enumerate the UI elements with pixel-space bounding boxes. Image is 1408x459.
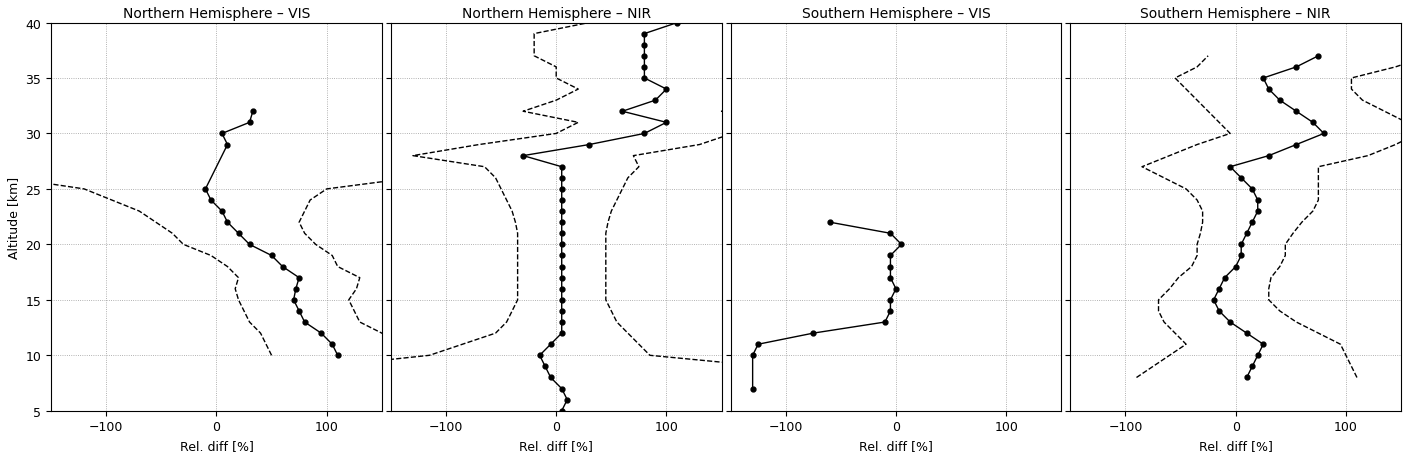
Title: Southern Hemisphere – VIS: Southern Hemisphere – VIS <box>801 7 990 21</box>
Y-axis label: Altitude [km]: Altitude [km] <box>7 176 20 258</box>
X-axis label: Rel. diff [%]: Rel. diff [%] <box>1198 439 1273 452</box>
X-axis label: Rel. diff [%]: Rel. diff [%] <box>859 439 934 452</box>
X-axis label: Rel. diff [%]: Rel. diff [%] <box>520 439 593 452</box>
X-axis label: Rel. diff [%]: Rel. diff [%] <box>179 439 253 452</box>
Title: Northern Hemisphere – NIR: Northern Hemisphere – NIR <box>462 7 650 21</box>
Title: Southern Hemisphere – NIR: Southern Hemisphere – NIR <box>1140 7 1331 21</box>
Title: Northern Hemisphere – VIS: Northern Hemisphere – VIS <box>122 7 310 21</box>
